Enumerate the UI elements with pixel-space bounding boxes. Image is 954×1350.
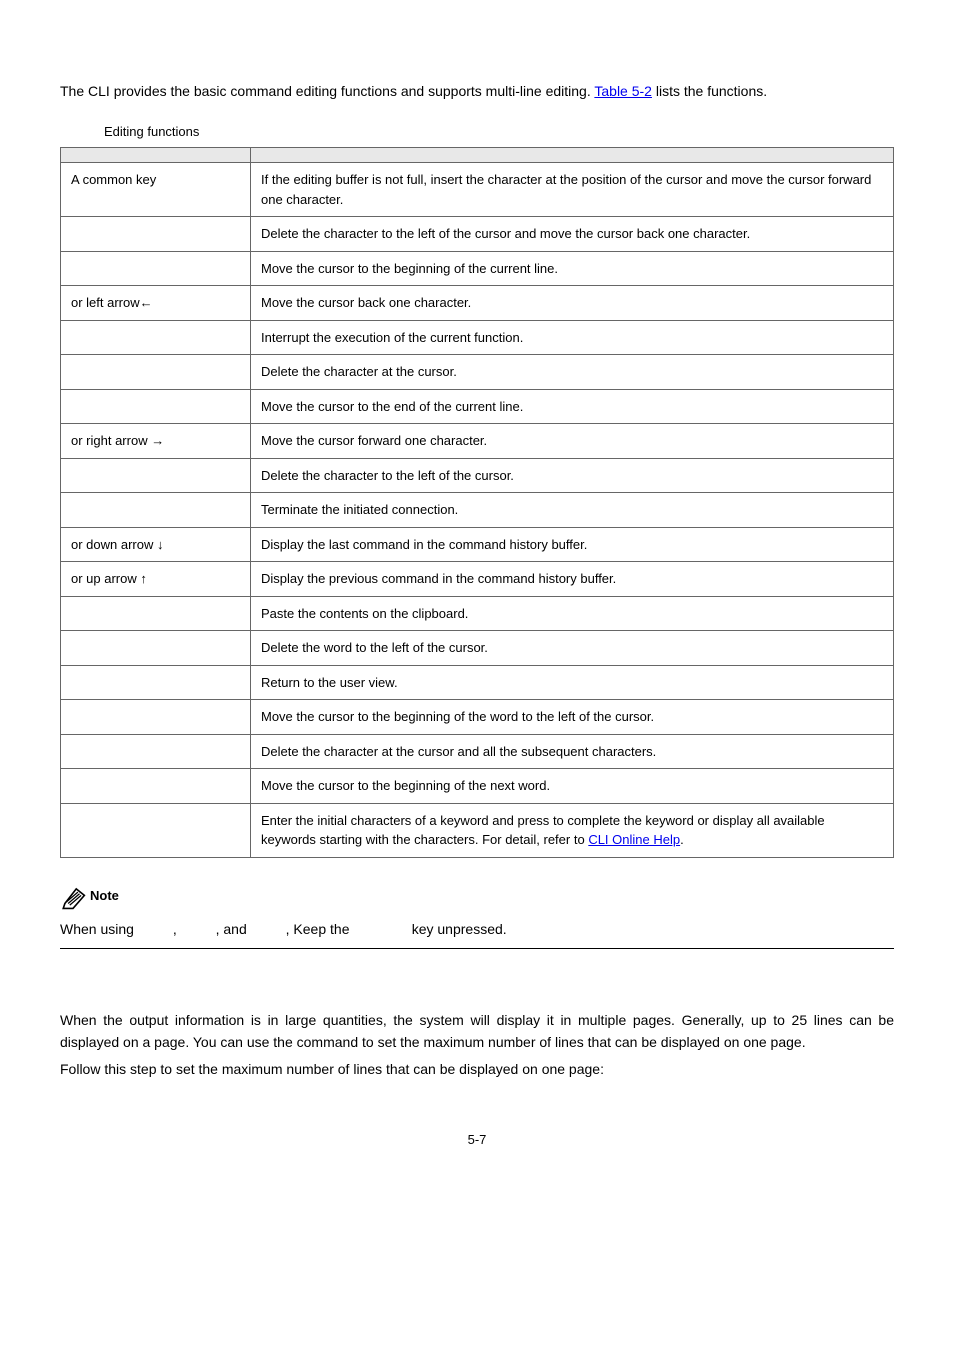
table-row: Return to the user view. [61,665,894,700]
table-row: Delete the character at the cursor and a… [61,734,894,769]
note-icon [60,884,86,910]
cell-key [61,389,251,424]
table-row: or left arrow←Move the cursor back one c… [61,286,894,321]
cell-func: Delete the character at the cursor and a… [251,734,894,769]
last-row-end: . [680,832,684,847]
page-number: 5-7 [60,1130,894,1151]
cell-key [61,355,251,390]
cell-key [61,734,251,769]
cell-func: Delete the character to the left of the … [251,217,894,252]
cell-key [61,493,251,528]
table-row: Paste the contents on the clipboard. [61,596,894,631]
cell-func: Interrupt the execution of the current f… [251,320,894,355]
table-row: or down arrow ↓Display the last command … [61,527,894,562]
table-row: Delete the character to the left of the … [61,217,894,252]
cell-key [61,217,251,252]
cell-key [61,320,251,355]
cell-key: A common key [61,163,251,217]
intro-pre-link: The CLI provides the basic command editi… [60,83,594,99]
note-label: Note [90,886,119,907]
cell-func: Delete the character at the cursor. [251,355,894,390]
table-ref-link[interactable]: Table 5-2 [594,83,652,99]
table-row: Enter the initial characters of a keywor… [61,803,894,857]
last-row-pre1: Enter the initial characters of a keywor… [261,813,553,828]
cell-key [61,769,251,804]
section-body: When the output information is in large … [60,1009,894,1080]
cell-func: Move the cursor to the end of the curren… [251,389,894,424]
table-header-key [61,148,251,163]
cell-key [61,458,251,493]
editing-functions-table: A common keyIf the editing buffer is not… [60,147,894,858]
cell-func: Move the cursor to the beginning of the … [251,700,894,735]
table-row: Move the cursor to the beginning of the … [61,700,894,735]
table-row: Move the cursor to the beginning of the … [61,769,894,804]
table-row: A common keyIf the editing buffer is not… [61,163,894,217]
cell-func: Paste the contents on the clipboard. [251,596,894,631]
cell-func: Enter the initial characters of a keywor… [251,803,894,857]
note-header: Note [60,884,894,910]
cell-key [61,665,251,700]
cell-key: or down arrow ↓ [61,527,251,562]
table-row: or up arrow ↑Display the previous comman… [61,562,894,597]
cell-key: or right arrow → [61,424,251,459]
cell-func: Terminate the initiated connection. [251,493,894,528]
table-row: Interrupt the execution of the current f… [61,320,894,355]
section-paragraph-2: Follow this step to set the maximum numb… [60,1058,894,1080]
cell-func: Display the last command in the command … [251,527,894,562]
cell-func: Delete the character to the left of the … [251,458,894,493]
table-header-row [61,148,894,163]
table-row: Terminate the initiated connection. [61,493,894,528]
note-text: When using , , and , Keep the key unpres… [60,918,894,940]
cell-func: Delete the word to the left of the curso… [251,631,894,666]
cell-func: If the editing buffer is not full, inser… [251,163,894,217]
table-row: Delete the character at the cursor. [61,355,894,390]
cell-key: or up arrow ↑ [61,562,251,597]
section-paragraph-1: When the output information is in large … [60,1009,894,1054]
table-row: Delete the character to the left of the … [61,458,894,493]
cell-key: or left arrow← [61,286,251,321]
cell-key [61,803,251,857]
cell-key [61,631,251,666]
cli-online-help-link[interactable]: CLI Online Help [588,832,680,847]
cell-func: Move the cursor forward one character. [251,424,894,459]
table-row: Move the cursor to the end of the curren… [61,389,894,424]
cell-key [61,596,251,631]
intro-paragraph: The CLI provides the basic command editi… [60,80,894,102]
cell-func: Move the cursor back one character. [251,286,894,321]
cell-key [61,700,251,735]
cell-func: Display the previous command in the comm… [251,562,894,597]
cell-key [61,251,251,286]
cell-func: Move the cursor to the beginning of the … [251,769,894,804]
cell-func: Return to the user view. [251,665,894,700]
table-row: Move the cursor to the beginning of the … [61,251,894,286]
note-block: Note When using , , and , Keep the key u… [60,884,894,949]
table-caption: Editing functions [104,122,894,143]
table-header-func [251,148,894,163]
note-divider [60,948,894,949]
table-row: or right arrow →Move the cursor forward … [61,424,894,459]
table-row: Delete the word to the left of the curso… [61,631,894,666]
cell-func: Move the cursor to the beginning of the … [251,251,894,286]
intro-post-link: lists the functions. [652,83,767,99]
